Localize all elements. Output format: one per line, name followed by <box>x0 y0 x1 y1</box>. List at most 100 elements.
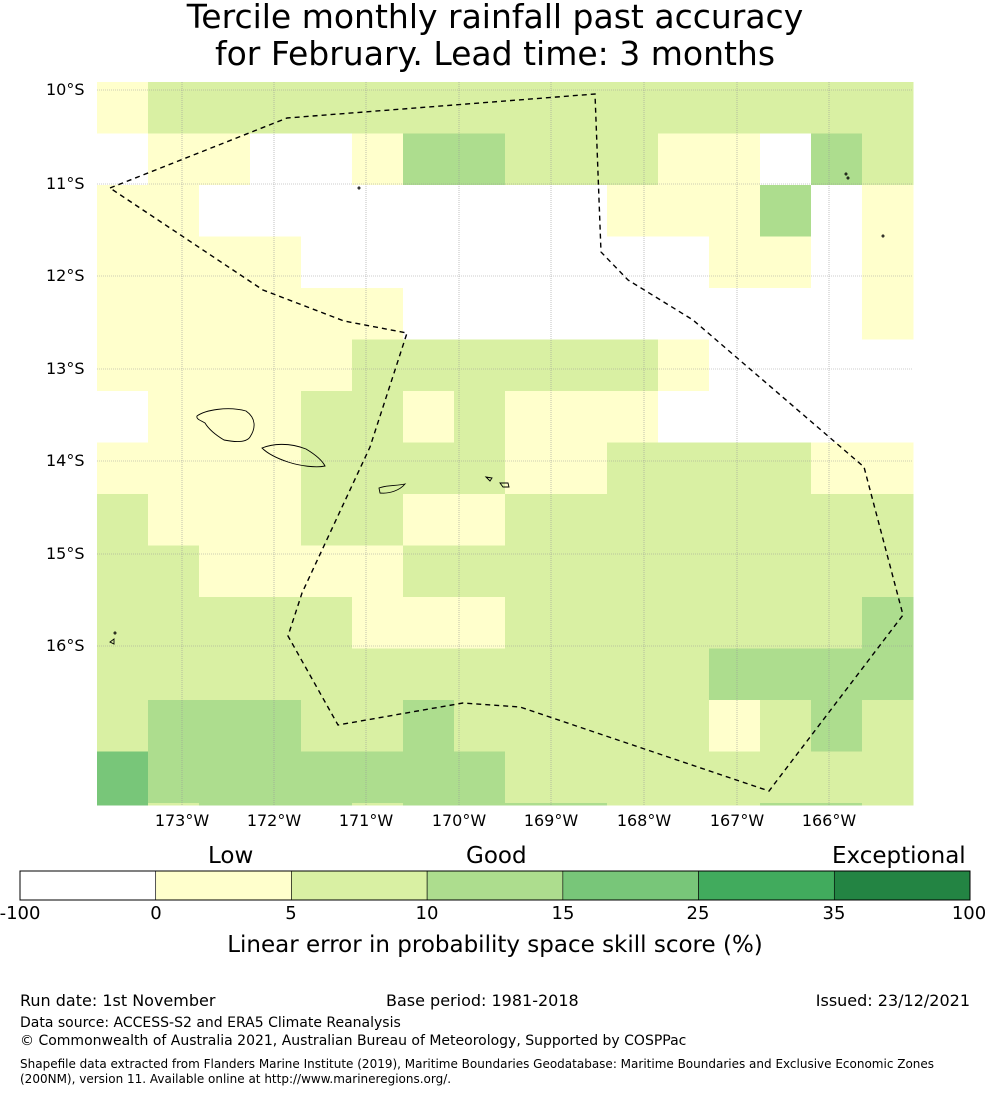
island-ofu <box>484 476 493 482</box>
colorbar-tick: 15 <box>551 903 575 924</box>
grid-cell <box>556 442 608 495</box>
grid-cell <box>97 700 149 752</box>
grid-cell <box>199 133 251 186</box>
grid-cell <box>250 133 302 186</box>
lat-label: 11°S <box>46 174 85 193</box>
grid-cell <box>352 288 404 340</box>
grid-cell <box>352 133 404 186</box>
grid-cell <box>607 803 659 806</box>
grid-cell <box>556 391 608 443</box>
grid-cell <box>199 82 251 134</box>
grid-cell <box>454 597 506 649</box>
grid-cell <box>862 803 914 806</box>
grid-cell <box>862 494 914 546</box>
lat-label: 14°S <box>46 451 85 470</box>
grid-cell <box>658 236 710 289</box>
grid-cell <box>454 700 506 752</box>
grid-cell <box>352 339 404 392</box>
grid-cell <box>148 751 200 804</box>
grid-cell <box>505 751 557 804</box>
grid-cell <box>505 288 557 340</box>
grid-cell <box>97 545 149 598</box>
grid-cell <box>454 185 506 237</box>
grid-cell <box>301 339 353 392</box>
colorbar <box>19 870 971 901</box>
island-swains-b <box>846 176 850 180</box>
grid-cell <box>658 803 710 806</box>
grid-cell <box>862 339 914 392</box>
grid-cell <box>862 751 914 804</box>
colorbar-tick: 10 <box>415 903 439 924</box>
grid-cell <box>556 288 608 340</box>
grid-cell <box>811 391 863 443</box>
grid-cell <box>505 133 557 186</box>
island-upolu <box>261 443 326 468</box>
grid-cell <box>607 648 659 701</box>
grid-cell <box>352 545 404 598</box>
grid-cell <box>658 494 710 546</box>
grid-cell <box>811 803 863 806</box>
grid-cell <box>403 700 455 752</box>
grid-cell <box>352 442 404 495</box>
grid-cell <box>607 82 659 134</box>
run-date: Run date: 1st November <box>20 991 216 1010</box>
grid-cell <box>709 185 761 237</box>
grid-cell <box>454 133 506 186</box>
grid-cell <box>97 288 149 340</box>
grid-cell <box>403 236 455 289</box>
grid-cell <box>811 545 863 598</box>
grid-cell <box>556 133 608 186</box>
grid-cell <box>148 597 200 649</box>
grid-cell <box>352 751 404 804</box>
grid-cell <box>505 185 557 237</box>
grid-cell <box>811 185 863 237</box>
colorbar-tick: 35 <box>822 903 846 924</box>
grid-cell <box>454 751 506 804</box>
grid-cell <box>811 597 863 649</box>
grid-cell <box>352 185 404 237</box>
colorbar-title: Linear error in probability space skill … <box>227 932 763 958</box>
colorbar-tick: 100 <box>951 903 987 924</box>
grid-cell <box>148 648 200 701</box>
grid-cell <box>199 494 251 546</box>
grid-cell <box>97 339 149 392</box>
grid-cell <box>862 391 914 443</box>
grid-cell <box>505 236 557 289</box>
grid-cell <box>505 391 557 443</box>
grid-cell <box>862 185 914 237</box>
grid-cell <box>403 391 455 443</box>
grid-cell <box>760 391 812 443</box>
grid-cell <box>505 545 557 598</box>
grid-cell <box>454 545 506 598</box>
grid-cell <box>148 133 200 186</box>
grid-cell <box>811 494 863 546</box>
grid-cell <box>250 545 302 598</box>
grid-cell <box>709 339 761 392</box>
grid-cell <box>403 339 455 392</box>
grid-cell <box>250 82 302 134</box>
grid-cell <box>148 236 200 289</box>
grid-cell <box>97 803 149 806</box>
skill-grid <box>97 82 914 806</box>
lon-label: 173°W <box>154 811 210 830</box>
grid-cell <box>454 288 506 340</box>
grid-cell <box>658 442 710 495</box>
lat-label: 13°S <box>46 359 85 378</box>
grid-cell <box>760 339 812 392</box>
grid-cell <box>301 751 353 804</box>
grid-cell <box>97 391 149 443</box>
colorbar-tick: 25 <box>686 903 710 924</box>
grid-cell <box>199 185 251 237</box>
grid-cell <box>862 648 914 701</box>
colorbar-tick: -100 <box>0 903 41 924</box>
grid-cell <box>709 442 761 495</box>
grid-cell <box>760 597 812 649</box>
colorbar-category-low: Low <box>208 843 254 869</box>
chart-title-line1: Tercile monthly rainfall past accuracy <box>186 0 804 36</box>
grid-cell <box>403 133 455 186</box>
grid-cell <box>556 803 608 806</box>
grid-cell <box>862 133 914 186</box>
grid-cell <box>658 597 710 649</box>
grid-cell <box>862 442 914 495</box>
island-rose <box>357 186 361 190</box>
